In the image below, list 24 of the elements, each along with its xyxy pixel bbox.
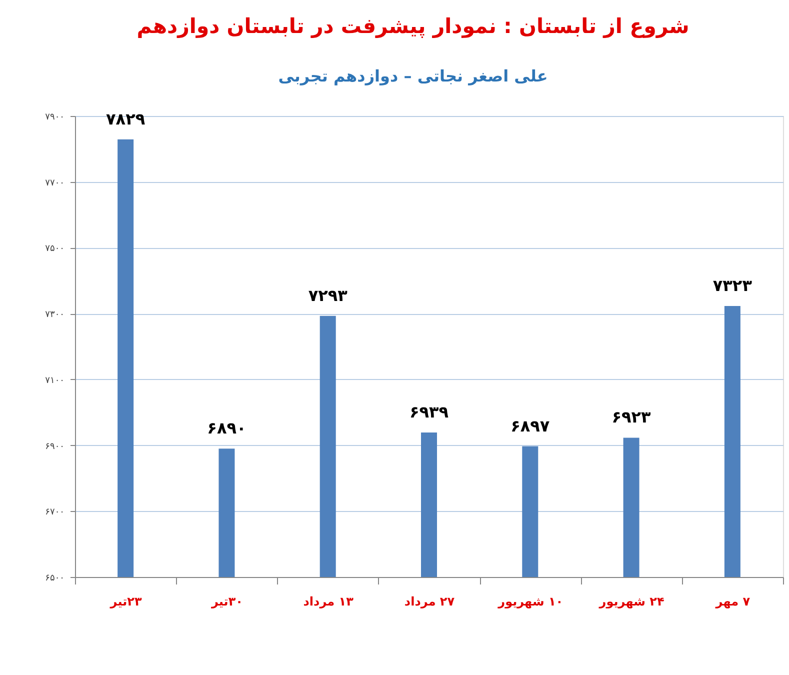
y-tick-label: ۷۵۰۰ [45, 244, 64, 254]
x-tick-label: ۳۰تیر [210, 594, 243, 608]
data-label: ۷۳۲۳ [712, 276, 752, 295]
x-tick-label: ۱۰ شهریور [497, 594, 564, 608]
y-tick-label: ۷۳۰۰ [45, 310, 64, 320]
y-tick-label: ۷۹۰۰ [45, 112, 64, 122]
x-tick-label: ۱۳ مرداد [303, 594, 354, 608]
data-label: ۶۸۹۰ [207, 418, 246, 438]
y-tick-label: ۶۹۰۰ [45, 442, 64, 452]
data-label: ۷۲۹۳ [308, 286, 348, 305]
x-tick-label: ۲۴ شهریور [598, 594, 664, 608]
y-tick-label: ۶۵۰۰ [45, 574, 64, 584]
y-tick-label: ۷۱۰۰ [45, 376, 64, 386]
x-tick-label: ۲۳تیر [109, 594, 143, 608]
x-tick-label: ۷ مهر [714, 594, 751, 608]
y-tick-label: ۶۷۰۰ [45, 508, 64, 518]
x-tick-label: ۲۷ مرداد [404, 594, 456, 608]
data-label: ۶۹۳۹ [409, 402, 449, 422]
data-label: ۶۸۹۷ [510, 416, 550, 436]
chart-title: شروع از تابستان : نمودار پیشرفت در تابستان دوازدهم [136, 14, 690, 38]
data-label: ۷۸۲۹ [106, 109, 146, 128]
data-label: ۶۹۲۳ [612, 408, 652, 427]
y-tick-label: ۷۷۰۰ [45, 178, 64, 188]
chart-subtitle: علی اصغر نجاتی – دوازدهم تجربی [278, 66, 548, 86]
